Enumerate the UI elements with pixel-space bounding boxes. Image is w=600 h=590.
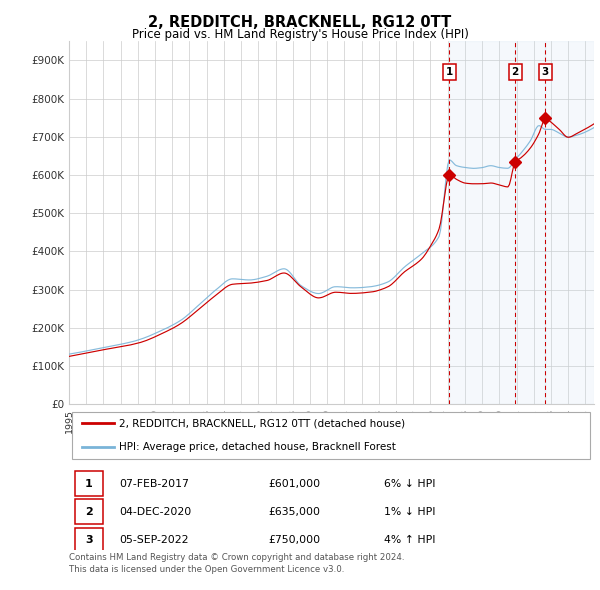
FancyBboxPatch shape	[76, 471, 103, 496]
Text: 3: 3	[85, 535, 93, 545]
Text: 1% ↓ HPI: 1% ↓ HPI	[384, 507, 436, 517]
Text: 2, REDDITCH, BRACKNELL, RG12 0TT: 2, REDDITCH, BRACKNELL, RG12 0TT	[148, 15, 452, 30]
Text: 05-SEP-2022: 05-SEP-2022	[119, 535, 188, 545]
Text: £635,000: £635,000	[269, 507, 320, 517]
Text: £750,000: £750,000	[269, 535, 320, 545]
Text: 07-FEB-2017: 07-FEB-2017	[119, 479, 189, 489]
Text: 3: 3	[542, 67, 549, 77]
Text: 2: 2	[512, 67, 519, 77]
Bar	[545, 41, 594, 404]
Text: 4% ↑ HPI: 4% ↑ HPI	[384, 535, 436, 545]
Text: £601,000: £601,000	[269, 479, 320, 489]
Text: HPI: Average price, detached house, Bracknell Forest: HPI: Average price, detached house, Brac…	[119, 442, 396, 453]
FancyBboxPatch shape	[71, 412, 590, 459]
Bar	[515, 41, 545, 404]
Text: Contains HM Land Registry data © Crown copyright and database right 2024.
This d: Contains HM Land Registry data © Crown c…	[69, 553, 404, 573]
Bar	[449, 41, 515, 404]
Text: Price paid vs. HM Land Registry's House Price Index (HPI): Price paid vs. HM Land Registry's House …	[131, 28, 469, 41]
Text: 6% ↓ HPI: 6% ↓ HPI	[384, 479, 436, 489]
FancyBboxPatch shape	[76, 500, 103, 525]
Text: 2: 2	[85, 507, 93, 517]
Text: 1: 1	[85, 479, 93, 489]
Text: 04-DEC-2020: 04-DEC-2020	[119, 507, 191, 517]
FancyBboxPatch shape	[76, 527, 103, 552]
Text: 1: 1	[446, 67, 453, 77]
Text: 2, REDDITCH, BRACKNELL, RG12 0TT (detached house): 2, REDDITCH, BRACKNELL, RG12 0TT (detach…	[119, 418, 405, 428]
